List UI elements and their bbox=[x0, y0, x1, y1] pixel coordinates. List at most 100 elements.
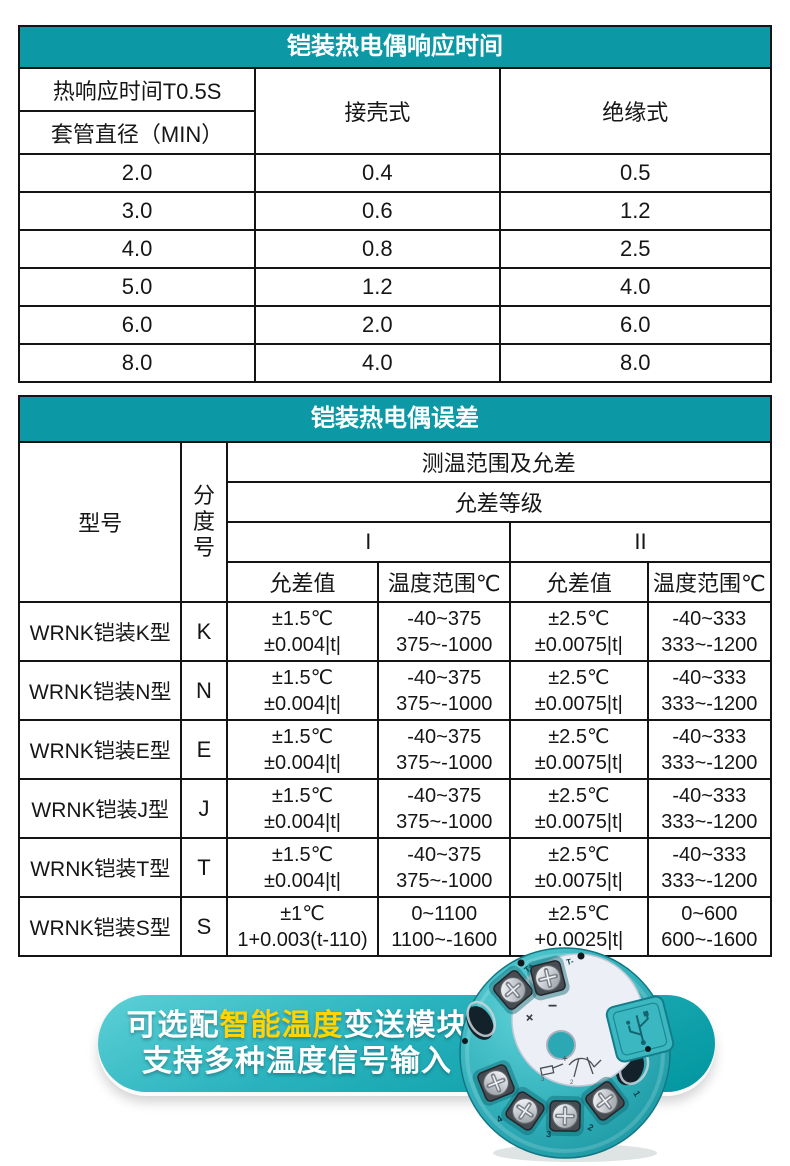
header-tolerance-value-1: 允差值 bbox=[225, 561, 380, 603]
cell-division: N bbox=[180, 660, 228, 721]
rim-dot bbox=[462, 1038, 468, 1044]
cell-model: WRNK铠装T型 bbox=[17, 837, 183, 898]
banner-line1-highlight: 智能温度 bbox=[219, 1009, 344, 1042]
header-thermal-response-time: 热响应时间T0.5S bbox=[17, 67, 257, 112]
table-row: 4.0 0.8 2.5 bbox=[17, 229, 773, 269]
error-table-grid: 型号 分 度 号 测温范围及允差 允差等级 I II 允差值 温度范围℃ 允差值… bbox=[17, 441, 773, 957]
banner-line2: 支持多种温度信号输入 bbox=[142, 1045, 452, 1078]
table-row: WRNK铠装E型 E ±1.5℃ ±0.004|t| -40~375 375~-… bbox=[17, 719, 773, 780]
cell-shell: 0.8 bbox=[254, 229, 501, 269]
response-time-table: 铠装热电偶响应时间 热响应时间T0.5S 接壳式 绝缘式 套管直径（MIN） 2… bbox=[17, 25, 773, 383]
screw-terminal bbox=[580, 1076, 630, 1126]
cell-diameter: 3.0 bbox=[17, 191, 257, 231]
cell-diameter: 6.0 bbox=[17, 305, 257, 345]
wiring-diagram bbox=[539, 1056, 602, 1078]
cell-range-2: -40~333 333~-1200 bbox=[646, 719, 773, 780]
header-tolerance-grade: 允差等级 bbox=[225, 481, 773, 523]
cell-tolerance-2: ±2.5℃ ±0.0075|t| bbox=[509, 601, 649, 662]
oval-hole-left bbox=[466, 1000, 497, 1040]
table-row: WRNK铠装T型 T ±1.5℃ ±0.004|t| -40~375 375~-… bbox=[17, 837, 773, 898]
cell-range-1: -40~375 375~-1000 bbox=[377, 601, 512, 662]
cell-tolerance-2: ±2.5℃ ±0.0075|t| bbox=[509, 660, 649, 721]
terminal-label-tminus: T- bbox=[566, 957, 575, 967]
cell-tolerance-2: ±2.5℃ +0.0025|t| bbox=[509, 896, 649, 957]
cell-tolerance-2: ±2.5℃ ±0.0075|t| bbox=[509, 778, 649, 839]
cell-insulated: 0.5 bbox=[498, 153, 773, 193]
cell-range-1: -40~375 375~-1000 bbox=[377, 778, 512, 839]
cell-tolerance-2: ±2.5℃ ±0.0075|t| bbox=[509, 837, 649, 898]
header-shell-type: 接壳式 bbox=[254, 67, 501, 155]
header-model: 型号 bbox=[17, 441, 183, 603]
cell-division: K bbox=[180, 601, 228, 662]
screw-terminal bbox=[545, 1095, 585, 1137]
cell-shell: 0.6 bbox=[254, 191, 501, 231]
cell-tolerance-1: ±1.5℃ ±0.004|t| bbox=[225, 778, 380, 839]
usb-port bbox=[605, 995, 675, 1063]
screw-terminal bbox=[472, 1060, 520, 1106]
cell-model: WRNK铠装J型 bbox=[17, 778, 183, 839]
center-hole bbox=[546, 1030, 576, 1060]
cell-range-2: -40~333 333~-1200 bbox=[646, 601, 773, 662]
cell-range-2: -40~333 333~-1200 bbox=[646, 837, 773, 898]
cell-range-1: -40~375 375~-1000 bbox=[377, 837, 512, 898]
transmitter-module-image: − + + 2 3 bbox=[459, 947, 675, 1162]
screw-terminal bbox=[526, 955, 570, 1001]
table-row: WRNK铠装K型 K ±1.5℃ ±0.004|t| -40~375 375~-… bbox=[17, 601, 773, 662]
diagram-plus-mark: + bbox=[562, 1054, 568, 1065]
cell-tolerance-2: ±2.5℃ ±0.0075|t| bbox=[509, 719, 649, 780]
cell-range-1: -40~375 375~-1000 bbox=[377, 719, 512, 780]
table-row: 2.0 0.4 0.5 bbox=[17, 153, 773, 193]
header-grade-2: II bbox=[509, 521, 772, 563]
response-table: 热响应时间T0.5S 接壳式 绝缘式 套管直径（MIN） 2.0 0.4 0.5… bbox=[17, 67, 773, 383]
cell-tolerance-1: ±1.5℃ ±0.004|t| bbox=[225, 837, 380, 898]
cell-range-1: 0~1100 1100~-1600 bbox=[377, 896, 512, 957]
diagram-num: 3 bbox=[541, 1077, 545, 1083]
cell-diameter: 5.0 bbox=[17, 267, 257, 307]
cell-model: WRNK铠装K型 bbox=[17, 601, 183, 662]
banner-text: 可选配智能温度变送模块 支持多种温度信号输入 bbox=[98, 1008, 496, 1080]
cell-insulated: 2.5 bbox=[498, 229, 773, 269]
header-insulated-type: 绝缘式 bbox=[498, 67, 773, 155]
cell-model: WRNK铠装N型 bbox=[17, 660, 183, 721]
cell-tolerance-1: ±1.5℃ ±0.004|t| bbox=[225, 660, 380, 721]
cell-division: T bbox=[180, 837, 228, 898]
table-row: WRNK铠装N型 N ±1.5℃ ±0.004|t| -40~375 375~-… bbox=[17, 660, 773, 721]
header-sheath-diameter: 套管直径（MIN） bbox=[17, 110, 257, 155]
banner-line1-suffix: 变送模块 bbox=[343, 1009, 468, 1042]
cell-shell: 1.2 bbox=[254, 267, 501, 307]
cell-tolerance-1: ±1℃ 1+0.003(t-110) bbox=[225, 896, 380, 957]
rim-dot bbox=[577, 952, 585, 960]
header-tolerance-value-2: 允差值 bbox=[509, 561, 649, 603]
cell-division: E bbox=[180, 719, 228, 780]
cell-shell: 4.0 bbox=[254, 343, 501, 383]
cell-model: WRNK铠装S型 bbox=[17, 896, 183, 957]
cell-range-2: 0~600 600~-1600 bbox=[646, 896, 773, 957]
header-temp-range-2: 温度范围℃ bbox=[646, 561, 773, 603]
cell-shell: 2.0 bbox=[254, 305, 501, 345]
terminal-label-3: 3 bbox=[546, 1129, 552, 1139]
cell-insulated: 4.0 bbox=[498, 267, 773, 307]
cell-tolerance-1: ±1.5℃ ±0.004|t| bbox=[225, 719, 380, 780]
cell-tolerance-1: ±1.5℃ ±0.004|t| bbox=[225, 601, 380, 662]
banner-line1-prefix: 可选配 bbox=[126, 1009, 220, 1042]
cell-diameter: 8.0 bbox=[17, 343, 257, 383]
screw-terminal bbox=[501, 1086, 549, 1136]
rim-dot bbox=[517, 959, 525, 967]
cell-division: J bbox=[180, 778, 228, 839]
header-grade-1: I bbox=[225, 521, 512, 563]
error-table: 铠装热电偶误差 型号 分 度 号 测温范围及允差 允差等级 I II 允差值 温… bbox=[17, 395, 773, 957]
plate-minus-mark: − bbox=[548, 998, 557, 1015]
diagram-num: 2 bbox=[570, 1080, 574, 1086]
table-row: WRNK铠装S型 S ±1℃ 1+0.003(t-110) 0~1100 110… bbox=[17, 896, 773, 957]
screw-terminal bbox=[488, 965, 538, 1015]
table-row: 3.0 0.6 1.2 bbox=[17, 191, 773, 231]
cell-insulated: 1.2 bbox=[498, 191, 773, 231]
rim-dot bbox=[645, 1046, 651, 1052]
cell-division: S bbox=[180, 896, 228, 957]
cell-range-2: -40~333 333~-1200 bbox=[646, 778, 773, 839]
header-temp-range-1: 温度范围℃ bbox=[377, 561, 512, 603]
cell-diameter: 2.0 bbox=[17, 153, 257, 193]
table-row: 5.0 1.2 4.0 bbox=[17, 267, 773, 307]
cell-range-1: -40~375 375~-1000 bbox=[377, 660, 512, 721]
